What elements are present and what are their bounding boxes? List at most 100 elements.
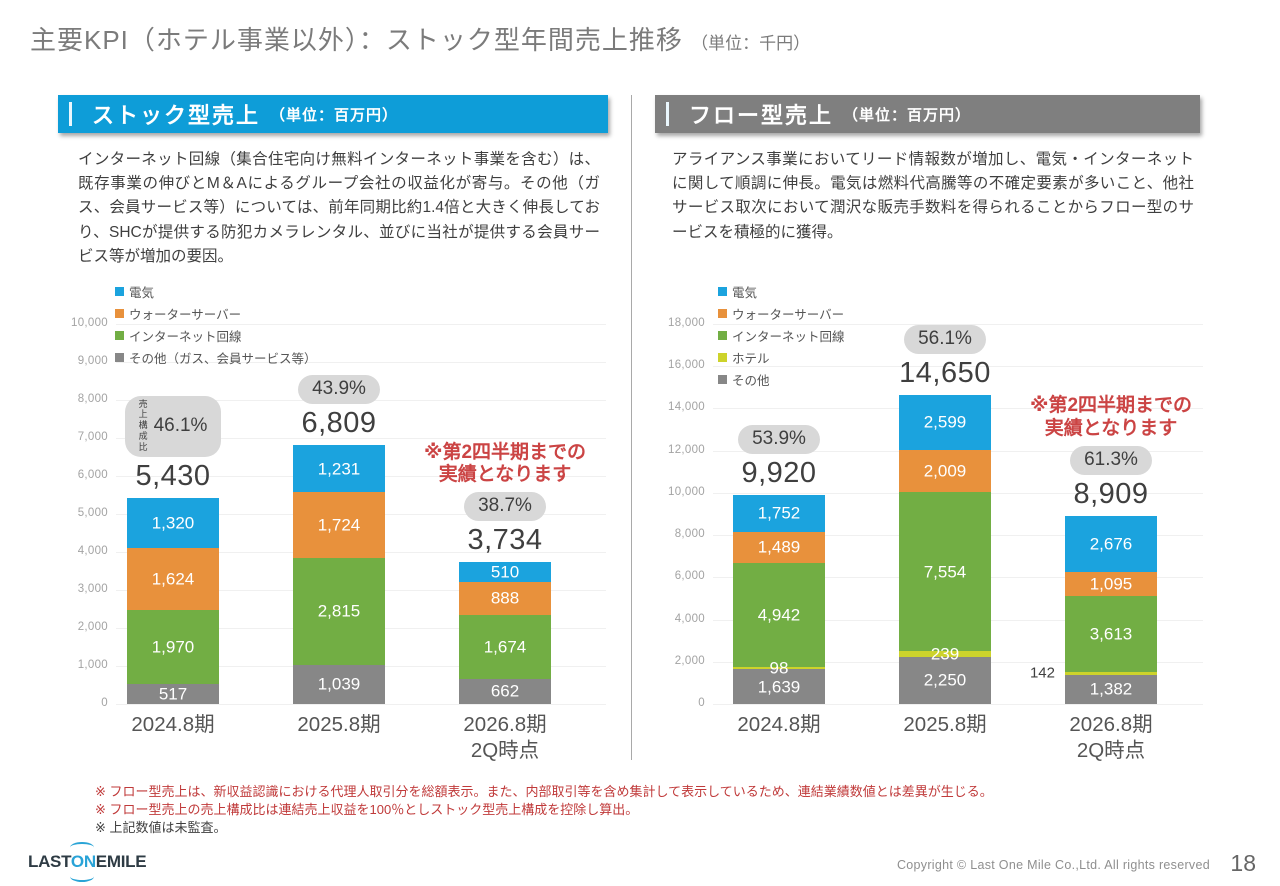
bar-segment: 2,250: [899, 656, 991, 704]
y-tick-label: 6,000: [77, 469, 108, 481]
legend-swatch-icon: [718, 331, 727, 340]
bar-segment-label: 7,554: [923, 562, 967, 582]
legend-label: インターネット回線: [732, 330, 845, 344]
legend-swatch-icon: [718, 353, 727, 362]
bar-segment-label: 2,009: [923, 461, 967, 481]
bar-segment-label: 1,752: [757, 503, 801, 523]
y-gridline: [713, 704, 1203, 705]
bar-column: 43.9% 6,809 1,231 1,724 2,815 1,039: [293, 284, 385, 704]
stacked-bar: 1,320 1,624 1,970 517: [127, 497, 219, 704]
y-tick-label: 6,000: [674, 570, 705, 583]
bar-segment: 1,095: [1065, 572, 1157, 596]
legend-item: ウォーターサーバー: [115, 304, 317, 323]
y-tick-label: 3,000: [77, 583, 108, 595]
bar-segment-label: 1,489: [757, 537, 801, 557]
y-gridline: [116, 324, 606, 325]
bar-segment-label: 1,674: [483, 637, 527, 657]
footnotes: ※ フロー型売上は、新収益認識における代理人取引分を総額表示。また、内部取引等を…: [95, 783, 993, 837]
footnote: ※ 上記数値は未監査。: [95, 819, 227, 835]
bar-segment: 662: [459, 678, 551, 704]
legend-item: インターネット回線: [115, 326, 317, 345]
y-tick-label: 8,000: [674, 528, 705, 541]
bar-segment: 3,613: [1065, 595, 1157, 672]
bar-segment-label: 98: [769, 658, 789, 678]
legend-item: 電気: [115, 282, 317, 301]
bar-total-label: 5,430: [135, 459, 211, 492]
y-tick-label: 9,000: [77, 355, 108, 367]
annotation-note: ※第2四半期までの 実績となります: [423, 441, 587, 486]
stacked-bar: 1,752 1,489 4,942 98 1,639: [733, 494, 825, 704]
y-gridline: [116, 704, 606, 705]
category-label: 2026.8期 2Q時点: [1069, 713, 1153, 762]
bar-segment: 1,039: [293, 664, 385, 704]
ratio-pill-prefix: 売上 構成比: [138, 398, 148, 452]
bar-column: 56.1% 14,650 2,599 2,009 7,554 239 2,250: [899, 284, 991, 704]
stock-sales-chart: 10,000 9,000 8,000 7,000 6,000 5,000 4,000 3,00…: [58, 278, 610, 762]
legend-item: ホテル: [718, 348, 845, 367]
legend-label: 電気: [129, 286, 155, 300]
bar-segment-label: 142: [1029, 664, 1055, 682]
ratio-pill: 38.7%: [464, 492, 546, 522]
flow-sales-chart: 18,000 16,000 14,000 12,000 10,000 8,000 6,000…: [655, 278, 1207, 762]
bar-segment: 888: [459, 581, 551, 616]
header-tick-mark: [69, 102, 72, 126]
logo-arc-top-icon: [70, 842, 94, 853]
footnote: ※ フロー型売上は、新収益認識における代理人取引分を総額表示。また、内部取引等を…: [95, 784, 993, 799]
bar-column: ※第2四半期までの 実績となります 38.7% 3,734 510 888 1,674 66…: [424, 284, 586, 704]
company-logo: LASTONEMILE: [28, 842, 147, 882]
stock-header-title: ストック型売上: [92, 103, 261, 128]
bar-segment-label: 1,231: [317, 459, 361, 479]
legend-item: その他（ガス、会員サービス等）: [115, 348, 317, 367]
bar-segment-label: 2,815: [317, 601, 361, 621]
category-label: 2024.8期: [131, 713, 215, 736]
legend-swatch-icon: [718, 287, 727, 296]
copyright-text: Copyright © Last One Mile Co.,Ltd. All r…: [896, 858, 1210, 872]
ratio-pill-label: 38.7%: [478, 495, 532, 517]
y-tick-label: 2,000: [77, 621, 108, 633]
y-gridline: [116, 362, 606, 363]
bar-segment: 1,382: [1065, 674, 1157, 704]
y-tick-label: 18,000: [668, 317, 705, 329]
bar-segment: 2,009: [899, 449, 991, 492]
y-gridline: [713, 324, 1203, 325]
ratio-pill: 56.1%: [904, 324, 986, 354]
bar-segment-label: 1,382: [1089, 679, 1133, 699]
flow-header-title: フロー型売上: [689, 103, 834, 128]
y-tick-label: 12,000: [668, 443, 705, 456]
bar-segment-label: 1,970: [151, 637, 195, 657]
bar-segment: 239: [899, 645, 991, 662]
flow-header-unit: （単位：百万円）: [843, 106, 972, 124]
legend-swatch-icon: [718, 309, 727, 318]
legend-label: ウォーターサーバー: [129, 308, 242, 322]
annotation-note: ※第2四半期までの 実績となります: [1029, 395, 1193, 440]
bar-segment: 1,724: [293, 492, 385, 558]
legend-label: インターネット回線: [129, 330, 242, 344]
y-gridline: [116, 438, 606, 439]
bar-segment-label: 510: [490, 562, 520, 582]
stock-header-unit: （単位：百万円）: [270, 106, 399, 124]
bar-segment: 2,815: [293, 557, 385, 665]
ratio-pill-label: 53.9%: [752, 427, 806, 449]
logo-arc-bottom-icon: [70, 871, 94, 882]
category-label: 2025.8期: [903, 713, 987, 736]
logo-text-3: EMILE: [95, 852, 147, 871]
legend-swatch-icon: [115, 309, 124, 318]
header-tick-mark: [666, 102, 669, 126]
bar-segment: 2,599: [899, 394, 991, 450]
legend-item: 電気: [718, 282, 845, 301]
ratio-pill-label: 46.1%: [153, 414, 208, 436]
legend-swatch-icon: [115, 331, 124, 340]
chart-legend: 電気ウォーターサーバー インターネット回線その他（ガス、会員サービス等）: [115, 282, 317, 367]
bar-total-label: 14,650: [899, 356, 991, 389]
bar-segment: 1,970: [127, 609, 219, 685]
category-label: 2024.8期: [737, 713, 821, 736]
bar-segment-label: 517: [158, 684, 188, 704]
y-tick-label: 7,000: [77, 431, 108, 443]
bar-segment-label: 1,624: [151, 569, 195, 589]
bar-segment-label: 1,039: [317, 674, 361, 694]
bar-column: 53.9% 9,920 1,752 1,489 4,942 98 1,639: [733, 284, 825, 704]
y-gridline: [713, 366, 1203, 368]
y-tick-label: 4,000: [674, 612, 705, 625]
legend-label: 電気: [732, 286, 758, 300]
ratio-pill-label: 61.3%: [1084, 448, 1138, 470]
